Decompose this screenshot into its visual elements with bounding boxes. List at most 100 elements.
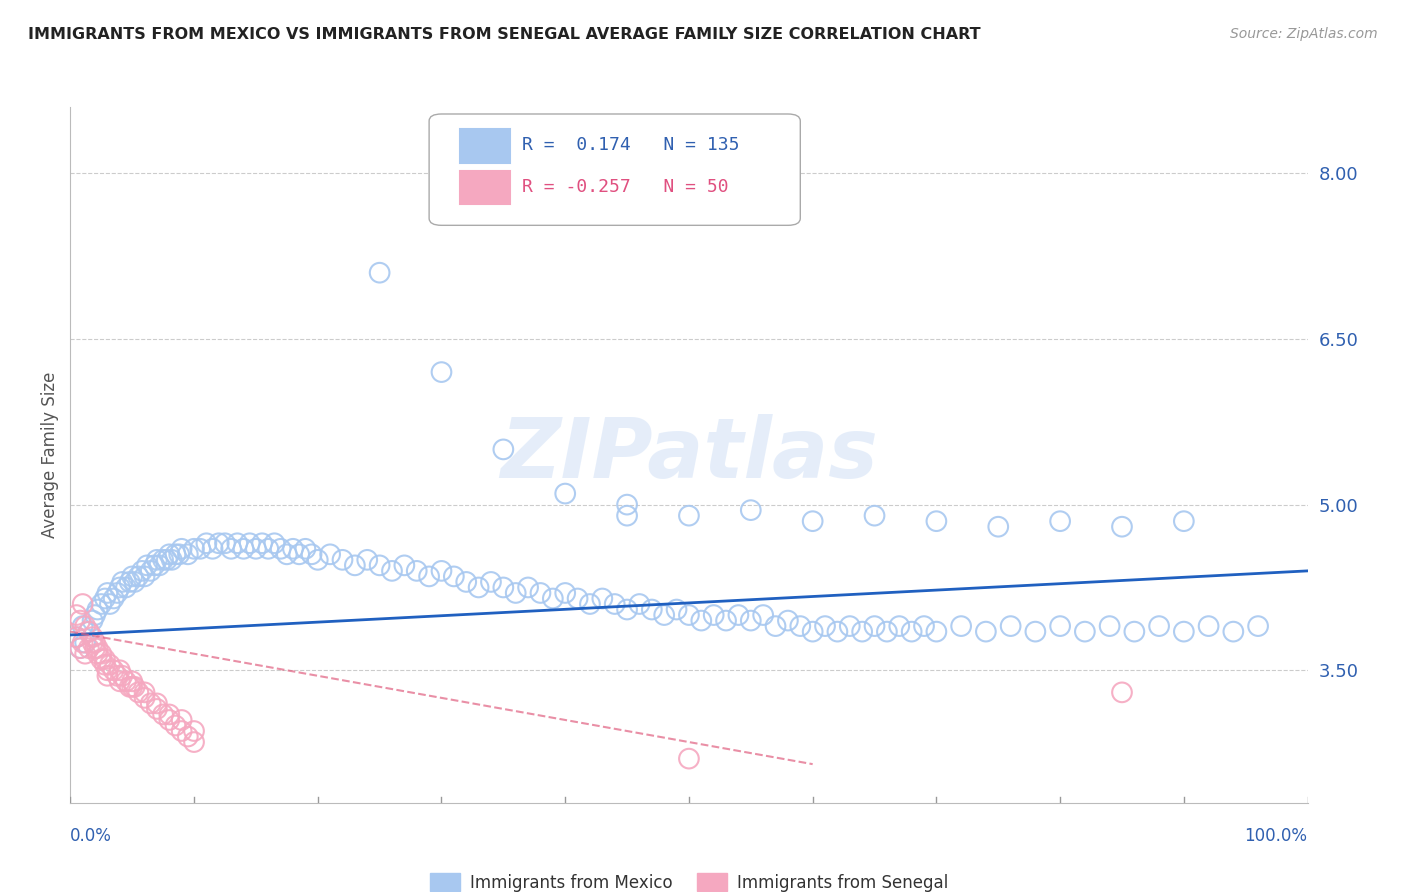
- Point: [765, 619, 787, 633]
- Text: R = -0.257   N = 50: R = -0.257 N = 50: [522, 178, 728, 196]
- Point: [714, 614, 737, 628]
- Point: [82, 614, 104, 628]
- FancyBboxPatch shape: [460, 171, 509, 204]
- Point: [86, 647, 108, 661]
- Point: [554, 586, 576, 600]
- Point: [418, 569, 440, 583]
- Point: [115, 581, 138, 595]
- Point: [703, 608, 725, 623]
- Point: [827, 624, 849, 639]
- Point: [912, 619, 935, 633]
- Point: [665, 602, 688, 616]
- Point: [105, 669, 128, 683]
- Point: [257, 541, 280, 556]
- Point: [1173, 514, 1195, 528]
- Point: [146, 553, 169, 567]
- Point: [789, 619, 811, 633]
- Point: [103, 663, 125, 677]
- Point: [96, 663, 118, 677]
- Point: [740, 503, 762, 517]
- Point: [82, 635, 104, 649]
- Point: [925, 624, 948, 639]
- Point: [288, 547, 311, 561]
- Point: [263, 536, 285, 550]
- Point: [603, 597, 626, 611]
- Point: [82, 630, 104, 644]
- Point: [616, 508, 638, 523]
- Point: [157, 707, 180, 722]
- Point: [111, 669, 134, 683]
- Point: [75, 635, 97, 649]
- Point: [167, 547, 190, 561]
- Point: [294, 541, 316, 556]
- Point: [127, 569, 149, 583]
- Point: [77, 641, 100, 656]
- Point: [456, 574, 478, 589]
- Point: [72, 597, 94, 611]
- Point: [307, 553, 329, 567]
- Point: [814, 619, 837, 633]
- Point: [616, 602, 638, 616]
- Point: [146, 702, 169, 716]
- Point: [492, 442, 515, 457]
- Point: [591, 591, 613, 606]
- Point: [301, 547, 323, 561]
- Point: [678, 751, 700, 765]
- Point: [479, 574, 502, 589]
- Point: [84, 641, 107, 656]
- FancyBboxPatch shape: [460, 129, 509, 162]
- Point: [136, 558, 159, 573]
- Point: [232, 541, 254, 556]
- Point: [1111, 519, 1133, 533]
- Point: [492, 581, 515, 595]
- Point: [368, 558, 391, 573]
- Point: [281, 541, 304, 556]
- Point: [170, 713, 193, 727]
- Point: [84, 635, 107, 649]
- Point: [801, 624, 824, 639]
- Point: [443, 569, 465, 583]
- Text: IMMIGRANTS FROM MEXICO VS IMMIGRANTS FROM SENEGAL AVERAGE FAMILY SIZE CORRELATIO: IMMIGRANTS FROM MEXICO VS IMMIGRANTS FRO…: [28, 27, 981, 42]
- Point: [1074, 624, 1097, 639]
- Point: [1024, 624, 1046, 639]
- Point: [250, 536, 273, 550]
- Point: [529, 586, 551, 600]
- Point: [1111, 685, 1133, 699]
- Point: [75, 619, 97, 633]
- Point: [146, 697, 169, 711]
- Point: [467, 581, 489, 595]
- Point: [65, 630, 87, 644]
- Point: [900, 624, 922, 639]
- Point: [118, 574, 141, 589]
- Point: [65, 608, 87, 623]
- Point: [678, 608, 700, 623]
- Point: [226, 536, 249, 550]
- Point: [152, 553, 174, 567]
- Point: [987, 519, 1010, 533]
- Point: [134, 690, 156, 705]
- Point: [65, 630, 87, 644]
- Point: [72, 635, 94, 649]
- Point: [356, 553, 378, 567]
- Point: [105, 586, 128, 600]
- Point: [118, 680, 141, 694]
- Point: [124, 574, 146, 589]
- Point: [1098, 619, 1121, 633]
- Point: [96, 669, 118, 683]
- Point: [616, 498, 638, 512]
- Point: [851, 624, 873, 639]
- Point: [974, 624, 997, 639]
- Point: [170, 541, 193, 556]
- Point: [214, 536, 236, 550]
- Point: [628, 597, 651, 611]
- Point: [1198, 619, 1220, 633]
- Point: [554, 486, 576, 500]
- Point: [579, 597, 602, 611]
- Point: [157, 547, 180, 561]
- Point: [94, 657, 117, 672]
- Point: [1123, 624, 1146, 639]
- Point: [143, 558, 166, 573]
- Point: [950, 619, 973, 633]
- Point: [776, 614, 799, 628]
- Point: [208, 536, 231, 550]
